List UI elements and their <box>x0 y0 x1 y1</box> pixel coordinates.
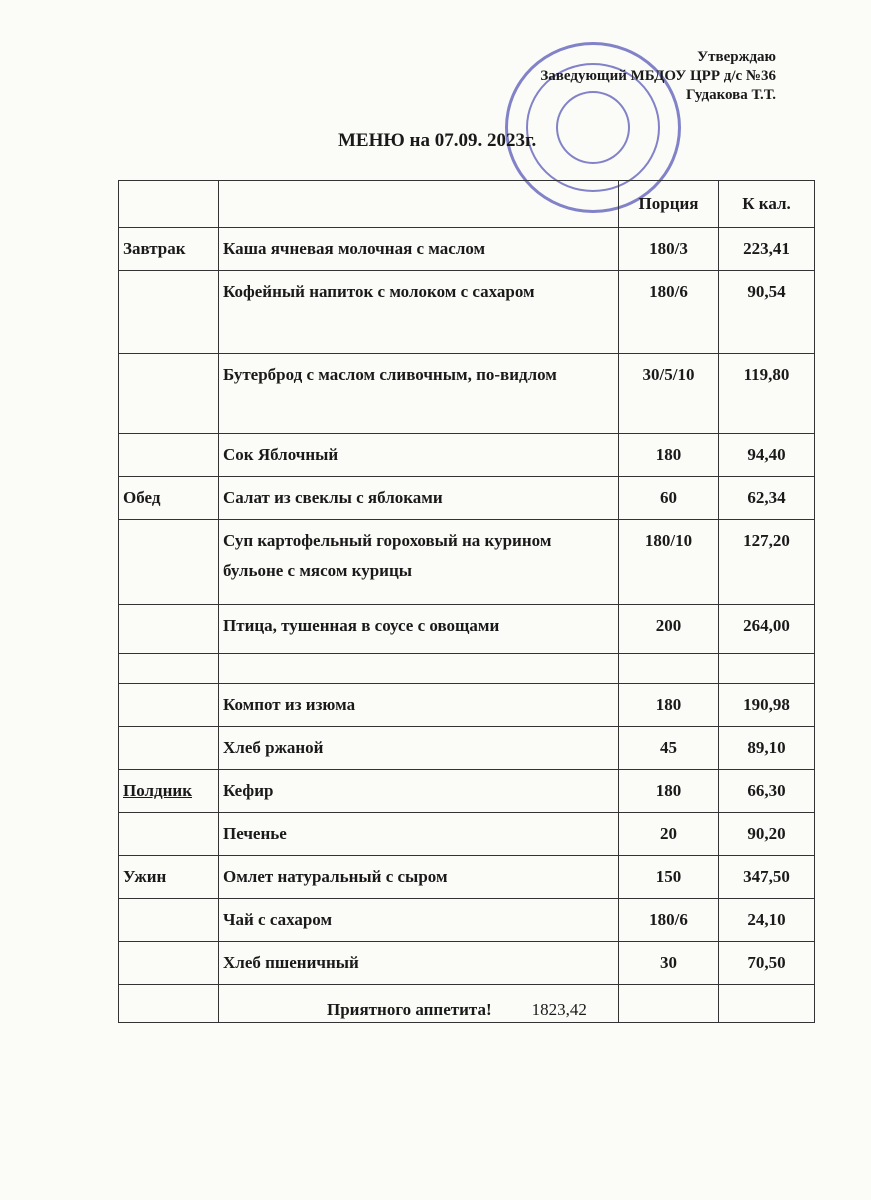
meal-cell <box>118 941 219 985</box>
meal-cell <box>118 653 219 684</box>
meal-cell <box>118 683 219 727</box>
dish-cell: Бутерброд с маслом сливочным, по-видлом <box>218 353 619 434</box>
kcal-cell: 24,10 <box>718 898 815 942</box>
table-row: Птица, тушенная в соусе с овощами 200 264,… <box>118 604 815 654</box>
page-title: МЕНЮ на 07.09. 2023г. <box>338 130 537 151</box>
approval-name: Гудакова Т.Т. <box>685 87 776 103</box>
kcal-cell: 190,98 <box>718 683 815 727</box>
header-cell <box>218 180 619 228</box>
table-row <box>118 653 815 684</box>
footer: Приятного аппетита! 1823,42 <box>327 1000 587 1020</box>
table-row: Сок Яблочный 180 94,40 <box>118 433 815 477</box>
table-row: Компот из изюма 180 190,98 <box>118 683 815 727</box>
kcal-cell <box>718 984 815 1023</box>
meal-cell <box>118 433 219 477</box>
meal-cell: Ужин <box>118 855 219 899</box>
table-row: Кофейный напиток с молоком с сахаром 180/… <box>118 270 815 354</box>
portion-cell: 30 <box>618 941 719 985</box>
header-kcal: К кал. <box>718 180 815 228</box>
header-portion: Порция <box>618 180 719 228</box>
table-row <box>118 984 815 1023</box>
portion-cell: 180/6 <box>618 270 719 354</box>
dish-cell: Омлет натуральный с сыром <box>218 855 619 899</box>
portion-cell <box>618 984 719 1023</box>
approval-line: Утверждаю <box>697 49 776 65</box>
dish-cell: Салат из свеклы с яблоками <box>218 476 619 520</box>
kcal-cell: 347,50 <box>718 855 815 899</box>
table-row: Ужин Омлет натуральный с сыром 150 347,50 <box>118 855 815 899</box>
meal-cell <box>118 898 219 942</box>
portion-cell: 200 <box>618 604 719 654</box>
dish-cell: Суп картофельный гороховый на курином бу… <box>218 519 619 605</box>
portion-cell: 180 <box>618 433 719 477</box>
table-header: Порция К кал. <box>118 180 815 228</box>
portion-cell: 180 <box>618 769 719 813</box>
kcal-cell: 127,20 <box>718 519 815 605</box>
dish-cell: Чай с сахаром <box>218 898 619 942</box>
table-row: Завтрак Каша ячневая молочная с маслом 180… <box>118 227 815 271</box>
meal-cell: Обед <box>118 476 219 520</box>
dish-cell: Компот из изюма <box>218 683 619 727</box>
portion-cell: 150 <box>618 855 719 899</box>
header-cell <box>118 180 219 228</box>
total-kcal: 1823,42 <box>531 1000 587 1019</box>
meal-cell: Полдник <box>118 769 219 813</box>
kcal-cell: 62,34 <box>718 476 815 520</box>
table-row: Хлеб пшеничный 30 70,50 <box>118 941 815 985</box>
meal-cell <box>118 353 219 434</box>
meal-cell <box>118 984 219 1023</box>
kcal-cell: 70,50 <box>718 941 815 985</box>
table-row: Чай с сахаром 180/6 24,10 <box>118 898 815 942</box>
dish-cell: Кефир <box>218 769 619 813</box>
portion-cell <box>618 653 719 684</box>
portion-cell: 30/5/10 <box>618 353 719 434</box>
approval-block: Утверждаю Заведующий МБДОУ ЦРР д/с №36 Г… <box>540 48 776 105</box>
table-row: Печенье 20 90,20 <box>118 812 815 856</box>
meal-cell <box>118 604 219 654</box>
dish-cell <box>218 653 619 684</box>
table-row: Хлеб ржаной 45 89,10 <box>118 726 815 770</box>
meal-cell <box>118 270 219 354</box>
approval-position: Заведующий МБДОУ ЦРР д/с №36 <box>540 68 776 84</box>
dish-cell: Кофейный напиток с молоком с сахаром <box>218 270 619 354</box>
meal-cell <box>118 519 219 605</box>
kcal-cell: 90,54 <box>718 270 815 354</box>
table-row: Суп картофельный гороховый на курином бу… <box>118 519 815 605</box>
dish-cell: Сок Яблочный <box>218 433 619 477</box>
kcal-cell: 223,41 <box>718 227 815 271</box>
footer-text: Приятного аппетита! <box>327 1000 492 1019</box>
kcal-cell: 94,40 <box>718 433 815 477</box>
table-row: Полдник Кефир 180 66,30 <box>118 769 815 813</box>
portion-cell: 180/6 <box>618 898 719 942</box>
dish-cell: Хлеб ржаной <box>218 726 619 770</box>
meal-cell <box>118 726 219 770</box>
kcal-cell <box>718 653 815 684</box>
portion-cell: 20 <box>618 812 719 856</box>
kcal-cell: 264,00 <box>718 604 815 654</box>
kcal-cell: 66,30 <box>718 769 815 813</box>
portion-cell: 180/10 <box>618 519 719 605</box>
dish-cell: Птица, тушенная в соусе с овощами <box>218 604 619 654</box>
portion-cell: 180 <box>618 683 719 727</box>
table-row: Обед Салат из свеклы с яблоками 60 62,34 <box>118 476 815 520</box>
dish-cell <box>218 984 619 1023</box>
portion-cell: 180/3 <box>618 227 719 271</box>
portion-cell: 60 <box>618 476 719 520</box>
table-row: Бутерброд с маслом сливочным, по-видлом 3… <box>118 353 815 434</box>
dish-cell: Хлеб пшеничный <box>218 941 619 985</box>
menu-table: Порция К кал. Завтрак Каша ячневая молочн… <box>118 180 815 1023</box>
portion-cell: 45 <box>618 726 719 770</box>
meal-cell: Завтрак <box>118 227 219 271</box>
kcal-cell: 89,10 <box>718 726 815 770</box>
kcal-cell: 119,80 <box>718 353 815 434</box>
dish-cell: Печенье <box>218 812 619 856</box>
dish-cell: Каша ячневая молочная с маслом <box>218 227 619 271</box>
kcal-cell: 90,20 <box>718 812 815 856</box>
meal-cell <box>118 812 219 856</box>
